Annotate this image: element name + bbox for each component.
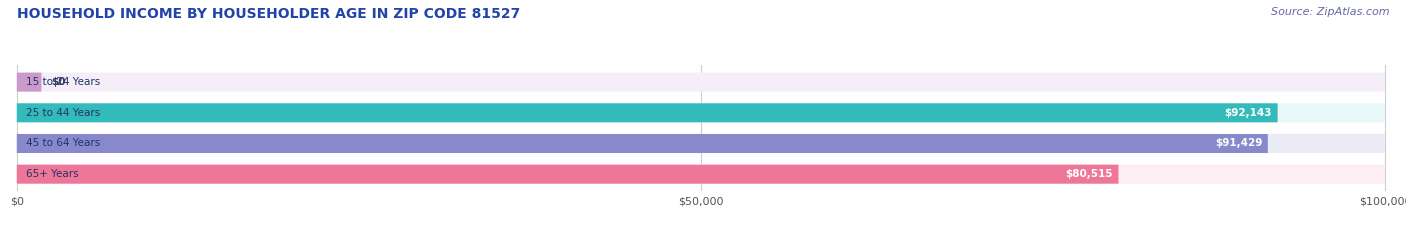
- Text: $0: $0: [51, 77, 66, 87]
- Text: Source: ZipAtlas.com: Source: ZipAtlas.com: [1271, 7, 1389, 17]
- Text: 15 to 24 Years: 15 to 24 Years: [27, 77, 101, 87]
- FancyBboxPatch shape: [17, 103, 1278, 122]
- Text: 45 to 64 Years: 45 to 64 Years: [27, 138, 101, 148]
- Text: $91,429: $91,429: [1215, 138, 1263, 148]
- FancyBboxPatch shape: [17, 134, 1385, 153]
- Text: HOUSEHOLD INCOME BY HOUSEHOLDER AGE IN ZIP CODE 81527: HOUSEHOLD INCOME BY HOUSEHOLDER AGE IN Z…: [17, 7, 520, 21]
- Text: 65+ Years: 65+ Years: [27, 169, 79, 179]
- FancyBboxPatch shape: [17, 73, 1385, 92]
- FancyBboxPatch shape: [17, 103, 1385, 122]
- FancyBboxPatch shape: [17, 73, 41, 92]
- FancyBboxPatch shape: [17, 134, 1268, 153]
- Text: $80,515: $80,515: [1066, 169, 1114, 179]
- FancyBboxPatch shape: [17, 165, 1385, 184]
- Text: $92,143: $92,143: [1225, 108, 1272, 118]
- FancyBboxPatch shape: [17, 165, 1119, 184]
- Text: 25 to 44 Years: 25 to 44 Years: [27, 108, 101, 118]
